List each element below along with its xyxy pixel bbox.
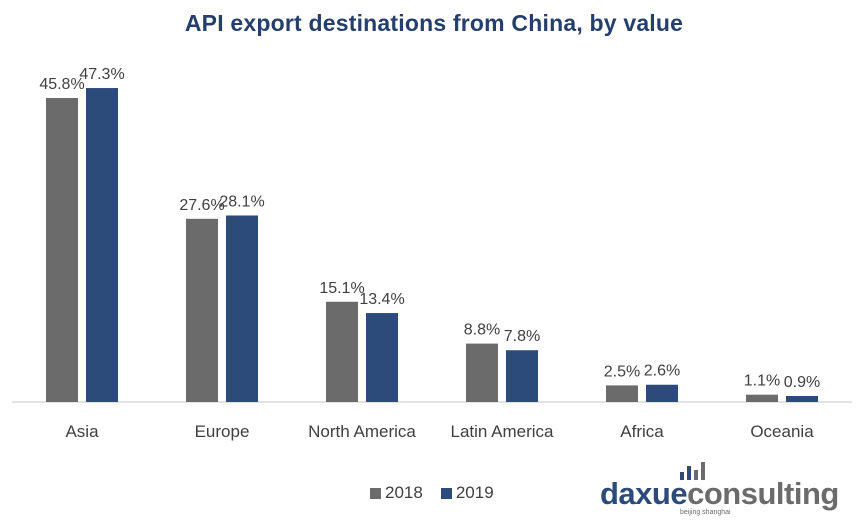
bar-2019-north-america xyxy=(366,313,398,402)
data-label-2019-africa: 2.6% xyxy=(644,363,680,380)
logo-brand-secondary: consulting xyxy=(687,476,839,511)
logo-brand-primary: daxue xyxy=(600,476,688,511)
legend-item-2018: 2018 xyxy=(370,483,423,503)
daxue-consulting-logo: daxueconsulting beijing shanghai xyxy=(600,460,840,520)
logo-wordmark: daxueconsulting xyxy=(600,476,839,512)
bar-2018-latin-america xyxy=(466,343,498,402)
x-tick-label-asia: Asia xyxy=(65,422,99,441)
legend-swatch-2019 xyxy=(440,487,452,499)
legend: 2018 2019 xyxy=(370,483,494,503)
data-label-2019-asia: 47.3% xyxy=(79,66,124,83)
bar-2019-latin-america xyxy=(506,350,538,402)
logo-tagline: beijing shanghai xyxy=(680,509,731,516)
bar-2019-asia xyxy=(86,88,118,402)
data-label-2019-oceania: 0.9% xyxy=(784,374,820,391)
data-label-2018-europe: 27.6% xyxy=(179,197,224,214)
x-tick-label-europe: Europe xyxy=(195,422,250,441)
data-label-2019-north-america: 13.4% xyxy=(359,291,404,308)
data-label-2018-oceania: 1.1% xyxy=(744,373,780,390)
bar-2018-oceania xyxy=(746,394,778,402)
bar-2019-oceania xyxy=(786,396,818,402)
data-label-2018-north-america: 15.1% xyxy=(319,280,364,297)
x-tick-label-africa: Africa xyxy=(620,422,664,441)
x-tick-label-latin-america: Latin America xyxy=(451,422,555,441)
logo-bars-icon xyxy=(680,462,705,480)
legend-item-2019: 2019 xyxy=(440,483,494,503)
data-label-2018-asia: 45.8% xyxy=(39,76,84,93)
bar-2018-europe xyxy=(186,218,218,402)
data-label-2018-africa: 2.5% xyxy=(604,363,640,380)
data-label-2018-latin-america: 8.8% xyxy=(464,322,500,339)
data-label-2019-europe: 28.1% xyxy=(219,193,264,210)
bar-2019-africa xyxy=(646,384,678,402)
bar-2019-europe xyxy=(226,215,258,402)
bar-2018-north-america xyxy=(326,301,358,402)
legend-label-2019: 2019 xyxy=(455,483,494,502)
bar-2018-africa xyxy=(606,385,638,402)
chart-title: API export destinations from China, by v… xyxy=(184,10,684,36)
bar-chart: 45.8%47.3% Asia 27.6%28.1% Europe 15.1%13.4%… xyxy=(12,66,852,441)
legend-label-2018: 2018 xyxy=(385,483,423,502)
x-tick-label-north-america: North America xyxy=(308,422,416,441)
data-label-2019-latin-america: 7.8% xyxy=(504,328,540,345)
x-tick-label-oceania: Oceania xyxy=(750,422,814,441)
bar-2018-asia xyxy=(46,98,78,402)
legend-swatch-2018 xyxy=(370,487,381,499)
